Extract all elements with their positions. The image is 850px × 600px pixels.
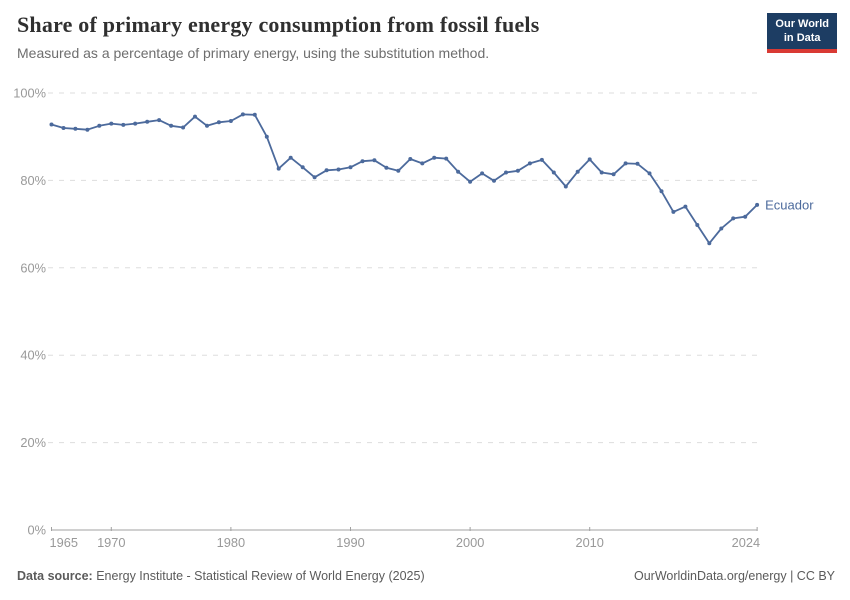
- y-axis-tick-label: 0%: [28, 523, 47, 538]
- data-point: [205, 123, 209, 128]
- data-point: [49, 122, 54, 127]
- data-point: [372, 158, 377, 163]
- data-point: [228, 119, 233, 123]
- data-point: [432, 155, 437, 160]
- data-point: [288, 155, 293, 160]
- data-point: [719, 226, 724, 231]
- data-point: [157, 118, 162, 123]
- data-point: [551, 170, 556, 175]
- data-point: [599, 170, 604, 175]
- chart-header: Share of primary energy consumption from…: [17, 12, 747, 61]
- data-point: [587, 157, 592, 162]
- x-axis-tick-label: 2010: [575, 535, 603, 550]
- data-point: [408, 157, 413, 161]
- data-point: [647, 171, 652, 176]
- data-point: [169, 123, 174, 128]
- data-point: [384, 165, 389, 170]
- data-point: [444, 156, 449, 161]
- x-axis-tick-label: 1990: [336, 535, 364, 550]
- data-point: [73, 126, 78, 131]
- x-axis-tick-label: 2000: [456, 535, 484, 550]
- y-axis-tick-label: 80%: [20, 173, 46, 188]
- data-point: [480, 171, 485, 176]
- data-point: [360, 159, 365, 164]
- data-point: [324, 168, 329, 173]
- data-point: [109, 121, 114, 126]
- data-point: [193, 114, 197, 119]
- y-axis-tick-label: 20%: [20, 435, 46, 450]
- data-point: [312, 175, 317, 180]
- data-point: [539, 157, 544, 162]
- data-point: [563, 184, 568, 189]
- data-point: [635, 161, 640, 166]
- data-point: [743, 214, 748, 219]
- data-point: [468, 179, 473, 184]
- data-point: [611, 172, 616, 177]
- owid-logo: Our World in Data: [767, 13, 837, 53]
- data-point: [300, 165, 305, 170]
- data-point: [504, 170, 508, 175]
- data-point: [181, 125, 186, 130]
- owid-logo-line2: in Data: [783, 32, 821, 45]
- data-point: [276, 166, 281, 171]
- data-point: [121, 122, 126, 127]
- data-point: [492, 178, 496, 183]
- data-point: [252, 112, 257, 117]
- data-point: [527, 161, 532, 166]
- data-point: [240, 112, 245, 117]
- data-point: [85, 127, 90, 132]
- data-source-label: Data source:: [17, 569, 93, 583]
- y-axis-tick-label: 100%: [13, 86, 46, 101]
- data-point: [336, 167, 341, 172]
- data-point: [575, 169, 580, 174]
- y-axis-tick-label: 60%: [20, 260, 46, 275]
- data-source-text: Energy Institute - Statistical Review of…: [96, 569, 425, 583]
- y-axis-tick-label: 40%: [20, 348, 46, 363]
- series-line-ecuador: [50, 113, 758, 245]
- x-axis-tick-label: 1970: [97, 535, 125, 550]
- data-point: [731, 216, 736, 221]
- data-point: [61, 126, 66, 130]
- data-point: [264, 134, 269, 139]
- chart-footer: Data source: Energy Institute - Statisti…: [17, 569, 835, 583]
- data-point: [396, 168, 401, 173]
- data-point: [216, 120, 221, 125]
- data-point: [695, 223, 700, 227]
- x-axis-tick-label: 1980: [217, 535, 245, 550]
- data-point: [671, 209, 676, 214]
- page-title: Share of primary energy consumption from…: [17, 12, 540, 37]
- data-point: [348, 165, 353, 170]
- page-subtitle: Measured as a percentage of primary ener…: [17, 45, 490, 61]
- data-point: [683, 204, 688, 209]
- x-axis-tick-label: 1965: [50, 535, 78, 550]
- data-point: [623, 161, 628, 166]
- x-axis-tick-label: 2024: [732, 535, 760, 550]
- data-point: [515, 168, 520, 173]
- data-point: [133, 121, 138, 126]
- data-point: [659, 189, 664, 194]
- data-point: [456, 169, 461, 174]
- series-label-ecuador: Ecuador: [765, 197, 814, 212]
- data-point: [420, 161, 425, 166]
- data-source-note: Data source: Energy Institute - Statisti…: [17, 569, 425, 583]
- data-point: [97, 123, 102, 128]
- data-point: [755, 202, 760, 207]
- owid-logo-line1: Our World: [775, 18, 829, 30]
- attribution-link[interactable]: OurWorldinData.org/energy | CC BY: [633, 569, 835, 583]
- data-point: [707, 241, 712, 246]
- data-point: [145, 119, 150, 124]
